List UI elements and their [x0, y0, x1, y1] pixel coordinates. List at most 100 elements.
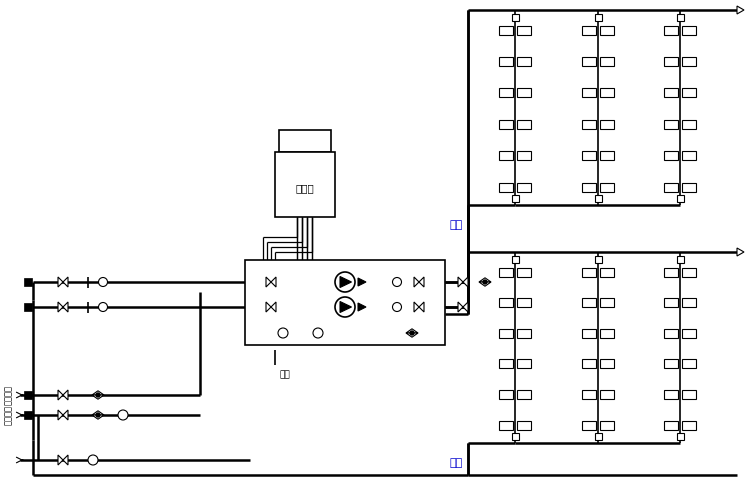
Bar	[499, 298, 513, 307]
Polygon shape	[340, 301, 352, 313]
Bar	[600, 88, 614, 97]
Bar	[582, 182, 596, 192]
Polygon shape	[358, 303, 366, 311]
Bar	[275, 152, 335, 217]
Circle shape	[410, 331, 414, 335]
Bar	[600, 267, 614, 276]
Bar	[279, 130, 331, 152]
Bar	[582, 420, 596, 429]
Polygon shape	[63, 302, 68, 312]
Bar	[682, 57, 696, 66]
Text: 外网供水: 外网供水	[4, 385, 13, 405]
Bar	[682, 120, 696, 128]
Circle shape	[88, 455, 98, 465]
Bar	[517, 57, 531, 66]
Polygon shape	[58, 410, 63, 420]
Polygon shape	[479, 282, 491, 286]
Bar	[582, 151, 596, 160]
Polygon shape	[271, 302, 276, 312]
Text: 外网回水: 外网回水	[4, 405, 13, 425]
Bar	[517, 151, 531, 160]
Bar	[582, 267, 596, 276]
Polygon shape	[92, 395, 104, 399]
Text: 低区: 低区	[450, 458, 463, 468]
Text: 泄水: 泄水	[280, 371, 291, 379]
Polygon shape	[271, 277, 276, 287]
Bar	[600, 57, 614, 66]
Circle shape	[392, 302, 401, 312]
Polygon shape	[92, 415, 104, 419]
Bar	[499, 359, 513, 369]
Polygon shape	[266, 302, 271, 312]
Bar	[517, 88, 531, 97]
Bar	[24, 391, 32, 399]
Bar	[664, 57, 678, 66]
Bar	[677, 432, 684, 440]
Circle shape	[335, 272, 355, 292]
Bar	[517, 359, 531, 369]
Bar	[664, 359, 678, 369]
Bar	[600, 182, 614, 192]
Bar	[682, 420, 696, 429]
Bar	[664, 390, 678, 399]
Bar	[499, 57, 513, 66]
Bar	[517, 182, 531, 192]
Bar	[682, 390, 696, 399]
Circle shape	[96, 393, 100, 397]
Bar	[517, 329, 531, 338]
Polygon shape	[58, 455, 63, 465]
Bar	[664, 120, 678, 128]
Circle shape	[392, 277, 401, 286]
Polygon shape	[63, 390, 68, 400]
Bar	[582, 298, 596, 307]
Bar	[517, 25, 531, 34]
Bar	[664, 88, 678, 97]
Circle shape	[99, 277, 108, 286]
Bar	[677, 13, 684, 20]
Bar	[682, 359, 696, 369]
Bar	[245, 260, 445, 345]
Polygon shape	[340, 276, 352, 287]
Polygon shape	[63, 277, 68, 287]
Polygon shape	[458, 277, 463, 287]
Bar	[582, 88, 596, 97]
Circle shape	[96, 413, 100, 417]
Bar	[499, 182, 513, 192]
Bar	[595, 432, 601, 440]
Polygon shape	[463, 277, 468, 287]
Bar	[664, 25, 678, 34]
Bar	[499, 120, 513, 128]
Bar	[499, 25, 513, 34]
Bar	[499, 151, 513, 160]
Bar	[517, 120, 531, 128]
Circle shape	[99, 302, 108, 312]
Polygon shape	[406, 333, 418, 337]
Polygon shape	[406, 329, 418, 333]
Bar	[499, 329, 513, 338]
Circle shape	[335, 297, 355, 317]
Circle shape	[278, 328, 288, 338]
Circle shape	[483, 280, 487, 284]
Circle shape	[313, 328, 323, 338]
Bar	[677, 195, 684, 202]
Bar	[512, 432, 518, 440]
Bar	[499, 267, 513, 276]
Polygon shape	[737, 6, 744, 14]
Bar	[682, 267, 696, 276]
Bar	[512, 13, 518, 20]
Polygon shape	[463, 302, 468, 312]
Bar	[664, 182, 678, 192]
Polygon shape	[58, 390, 63, 400]
Polygon shape	[58, 302, 63, 312]
Bar	[517, 420, 531, 429]
Bar	[582, 57, 596, 66]
Bar	[600, 25, 614, 34]
Bar	[664, 420, 678, 429]
Bar	[682, 151, 696, 160]
Text: 控制柜: 控制柜	[296, 183, 314, 194]
Bar	[664, 151, 678, 160]
Bar	[517, 390, 531, 399]
Bar	[499, 390, 513, 399]
Bar	[600, 329, 614, 338]
Bar	[582, 25, 596, 34]
